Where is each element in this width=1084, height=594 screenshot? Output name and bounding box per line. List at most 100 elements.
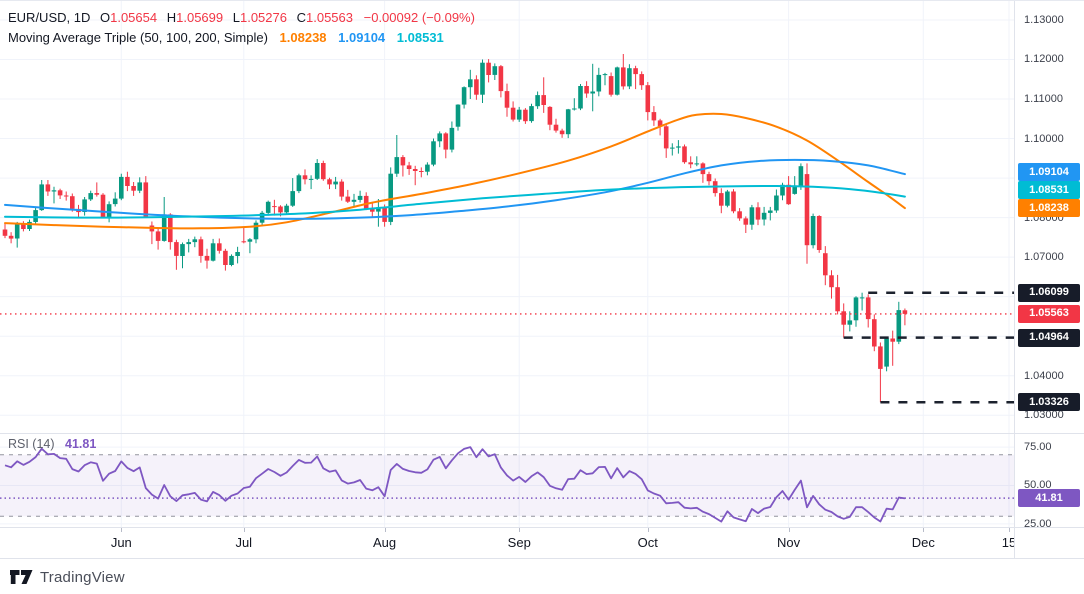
rsi-chart-canvas[interactable] <box>0 434 1014 527</box>
candle-body <box>896 310 902 342</box>
price-tick-label: 1.07000 <box>1024 251 1064 264</box>
candle-body <box>376 207 381 212</box>
ma200-value: 1.08531 <box>396 30 444 45</box>
time-tick <box>647 528 649 532</box>
candle-body <box>57 190 63 196</box>
candle-body <box>308 178 314 180</box>
time-label-dec[interactable]: Dec <box>911 535 935 550</box>
candle-body <box>241 241 247 243</box>
time-label-sep[interactable]: Sep <box>507 535 531 550</box>
candle-body <box>63 195 69 197</box>
candle-body <box>774 195 779 211</box>
candle-body <box>339 181 344 197</box>
chart-column: Jun Jul Aug Sep Oct Nov Dec 15 <box>0 1 1014 558</box>
time-tick <box>519 528 521 532</box>
candle-body <box>180 244 185 256</box>
rsi-band <box>0 454 1014 517</box>
time-tick <box>1009 528 1010 532</box>
price-tick-label: 1.12000 <box>1024 53 1064 66</box>
candle-body <box>449 127 455 150</box>
sma-50-line <box>4 112 906 230</box>
candle-body <box>706 174 712 182</box>
ma-indicator-title: Moving Average Triple (50, 100, 200, Sim… <box>8 30 268 45</box>
candle-body <box>388 173 393 222</box>
candle-body <box>731 191 736 212</box>
time-tick <box>384 528 386 532</box>
candle-body <box>265 201 271 213</box>
candle-body <box>541 95 546 105</box>
candle-body <box>400 157 406 166</box>
candle-body <box>786 184 791 205</box>
ma50-value: 1.08238 <box>279 30 327 45</box>
time-label-nov[interactable]: Nov <box>777 535 801 550</box>
candle-body <box>663 126 669 149</box>
legend-symbol-row: EUR/USD, 1D O1.05654 H1.05699 L1.05276 C… <box>8 8 475 28</box>
candle-body <box>119 176 124 199</box>
price-chart-canvas[interactable] <box>0 1 1014 433</box>
chart-legend[interactable]: EUR/USD, 1D O1.05654 H1.05699 L1.05276 C… <box>8 8 475 48</box>
candle-body <box>8 235 14 239</box>
candle-body <box>21 224 26 229</box>
rsi-line <box>4 446 906 523</box>
candle-body <box>278 206 283 213</box>
time-label-aug[interactable]: Aug <box>372 535 397 550</box>
time-label-15[interactable]: 15 <box>1001 535 1014 550</box>
rsi-legend[interactable]: RSI (14) 41.81 <box>8 437 96 451</box>
candle-body <box>137 182 142 191</box>
candle-body <box>210 243 216 261</box>
tradingview-logo-icon[interactable] <box>10 569 33 585</box>
tradingview-brand-text[interactable]: TradingView <box>40 568 125 586</box>
candle-body <box>247 239 253 242</box>
candle-body <box>694 163 700 165</box>
time-tick <box>243 528 245 532</box>
candle-body <box>39 184 44 211</box>
candle-body <box>602 74 608 76</box>
symbol-title: EUR/USD, 1D <box>8 10 91 25</box>
key-level-price-label: 1.06099 <box>1018 283 1080 302</box>
candle-body <box>516 109 522 120</box>
candle-body <box>88 193 93 200</box>
candle-body <box>382 207 387 222</box>
candle-body <box>125 176 130 186</box>
legend-ma-row: Moving Average Triple (50, 100, 200, Sim… <box>8 28 475 48</box>
candle-body <box>106 204 112 218</box>
candle-body <box>455 104 461 127</box>
candle-body <box>865 297 871 320</box>
open-value: 1.05654 <box>110 10 158 25</box>
price-scale-column[interactable]: 1.130001.120001.110001.100001.090001.080… <box>1014 1 1084 558</box>
candle-body <box>321 163 326 180</box>
candle-body <box>443 133 449 150</box>
price-pane[interactable] <box>0 1 1014 433</box>
candle-body <box>535 95 540 107</box>
candle-body <box>553 124 559 131</box>
candle-body <box>253 222 259 240</box>
rsi-tick-label: 50.00 <box>1024 479 1052 492</box>
open-label: O <box>99 10 111 25</box>
sma-50-price-label: 1.08238 <box>1018 199 1080 218</box>
candle-body <box>670 147 675 149</box>
candle-body <box>406 165 412 169</box>
candle-body <box>198 239 204 256</box>
time-label-oct[interactable]: Oct <box>637 535 658 550</box>
rsi-scale[interactable]: 75.00 50.00 25.00 41.81 <box>1015 433 1084 530</box>
candle-body <box>529 106 534 122</box>
change-value: −0.00092 (−0.09%) <box>363 10 475 25</box>
candle-body <box>143 182 149 218</box>
time-scale[interactable]: Jun Jul Aug Sep Oct Nov Dec 15 <box>0 527 1014 558</box>
candle-body <box>633 68 638 75</box>
candle-body <box>131 186 136 191</box>
rsi-pane[interactable] <box>0 433 1014 527</box>
candle-body <box>27 221 32 229</box>
candlestick-series[interactable] <box>2 54 908 403</box>
high-value: 1.05699 <box>176 10 224 25</box>
price-scale[interactable]: 1.130001.120001.110001.100001.090001.080… <box>1015 1 1084 433</box>
candle-body <box>204 255 210 261</box>
time-label-jul[interactable]: Jul <box>235 535 253 550</box>
rsi-indicator-title: RSI (14) <box>8 437 55 451</box>
low-label: L <box>232 10 240 25</box>
candle-body <box>351 199 357 202</box>
candle-body <box>596 74 602 92</box>
ma100-value: 1.09104 <box>338 30 386 45</box>
time-label-jun[interactable]: Jun <box>110 535 132 550</box>
candle-body <box>363 195 369 209</box>
